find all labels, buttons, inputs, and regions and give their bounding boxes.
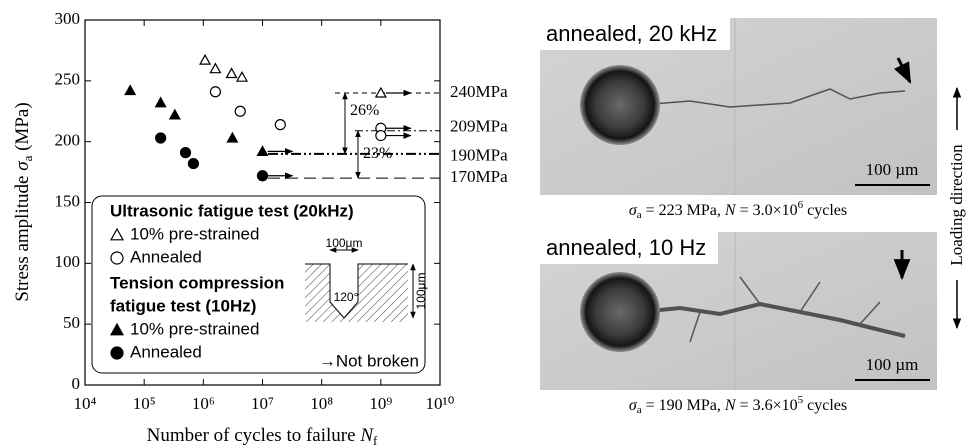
point	[156, 133, 166, 143]
x-tick-label: 10⁹	[369, 394, 392, 413]
micrograph-caption-part: cycles	[803, 397, 847, 414]
y-tick-label: 150	[55, 191, 81, 210]
legend-group-title: Ultrasonic fatigue test (20kHz)	[110, 201, 354, 220]
point	[170, 110, 180, 119]
point	[376, 131, 386, 141]
point	[188, 159, 198, 169]
legend-label: 10% pre-strained	[130, 224, 259, 243]
scale-label: 100 µm	[866, 160, 919, 179]
micrograph-caption-part: = 3.0×10	[736, 202, 798, 219]
point	[156, 98, 166, 107]
reference-label: 190MPa	[450, 146, 508, 165]
x-tick-label: 10⁶	[192, 394, 215, 413]
y-axis-label: Stress amplitude σa (MPa)	[12, 102, 35, 301]
legend-marker	[111, 347, 123, 359]
x-tick-label: 10¹⁰	[426, 394, 455, 413]
legend-label: →Not broken	[319, 351, 419, 370]
point	[200, 55, 210, 64]
inset-label: 100μm	[326, 236, 363, 250]
point	[237, 72, 247, 81]
loading-label: Loading direction	[947, 144, 966, 266]
x-tick-label: 10⁴	[74, 394, 97, 413]
figure: 0 50 100 150 200 250 300 10⁴ 10⁵ 10⁶ 10⁷ 10⁸ 10⁹ 10¹⁰…	[0, 0, 972, 448]
point	[181, 148, 191, 158]
reference-label: 240MPa	[450, 82, 508, 101]
y-tick-label: 300	[55, 9, 81, 28]
point	[227, 133, 237, 142]
legend-marker	[111, 252, 123, 264]
reference-label: 170MPa	[450, 167, 508, 186]
legend-label: 10% pre-strained	[130, 319, 259, 338]
y-tick-label: 0	[72, 374, 81, 393]
micrograph-caption: σa = 223 MPa, N = 3.0×106 cycles	[629, 199, 847, 221]
legend-group-title: Tension compression	[110, 273, 284, 292]
inset-label: 100μm	[414, 273, 428, 310]
micrograph-label: annealed, 10 Hz	[546, 235, 706, 260]
x-tick-label: 10⁵	[133, 394, 156, 413]
point	[227, 69, 237, 78]
y-tick-label: 200	[55, 131, 81, 150]
reference-label: 209MPa	[450, 117, 508, 136]
micrograph-caption-part: = 3.6×10	[736, 397, 798, 414]
y-axis-label-part: (MPa)	[12, 102, 33, 155]
point	[275, 120, 285, 130]
point	[210, 87, 220, 97]
point	[258, 146, 268, 155]
micrograph-caption-part: = 223 MPa,	[642, 202, 725, 219]
x-tick-label: 10⁷	[251, 394, 274, 413]
difference-label: 23%	[363, 145, 392, 162]
micrograph-caption-part: cycles	[803, 202, 847, 219]
micrograph-caption-part: = 190 MPa,	[642, 397, 725, 414]
indent	[580, 272, 660, 352]
legend-group-title: fatigue test (10Hz)	[110, 296, 256, 315]
indent	[580, 65, 660, 145]
x-axis-label-part: Number of cycles to failure	[147, 425, 361, 446]
point	[210, 64, 220, 73]
y-axis-label-part: Stress amplitude	[12, 171, 33, 302]
x-axis-label: Number of cycles to failure Nf	[147, 425, 378, 448]
y-tick-label: 50	[63, 313, 80, 332]
difference-label: 26%	[350, 102, 379, 119]
point	[125, 86, 135, 95]
scale-label: 100 µm	[866, 355, 919, 374]
x-axis-label-part: f	[373, 433, 378, 448]
y-tick-label: 250	[55, 70, 81, 89]
y-tick-label: 100	[55, 252, 81, 271]
legend-label: Annealed	[130, 342, 202, 361]
micrograph-caption: σa = 190 MPa, N = 3.6×105 cycles	[629, 394, 847, 416]
x-tick-label: 10⁸	[310, 394, 333, 413]
point	[235, 106, 245, 116]
legend-label: Annealed	[130, 247, 202, 266]
inset-label: 120°	[334, 290, 359, 304]
point	[258, 171, 268, 181]
micrograph-label: annealed, 20 kHz	[546, 21, 717, 46]
